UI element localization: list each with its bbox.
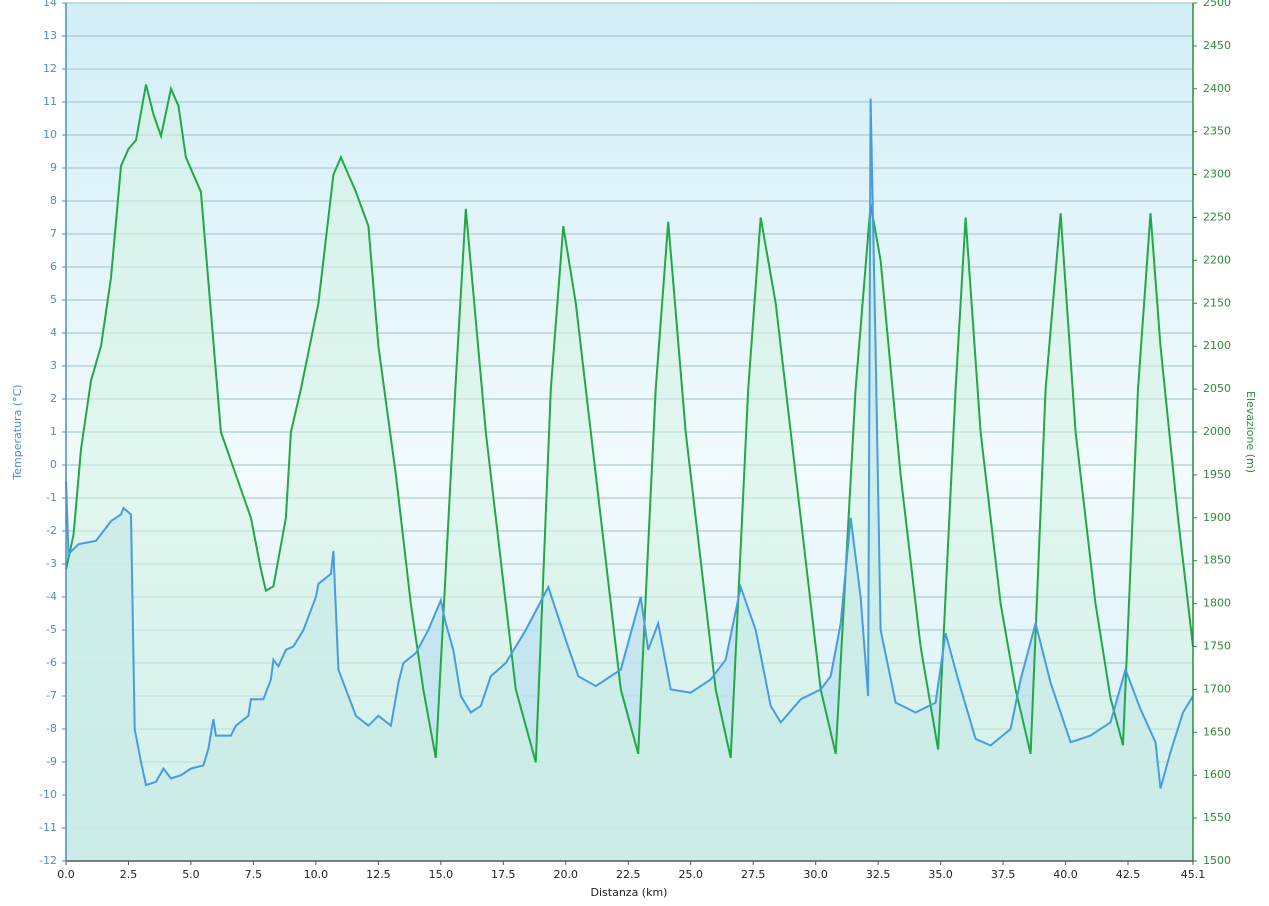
- x-tick-label: 37.5: [991, 868, 1016, 881]
- y2-tick-label: 2300: [1203, 168, 1231, 181]
- y-tick-label: 4: [50, 326, 57, 339]
- y-tick-label: -11: [39, 821, 57, 834]
- y2-tick-label: 1800: [1203, 597, 1231, 610]
- y-axis-label: Temperatura (°C): [11, 384, 24, 480]
- y-tick-label: 1: [50, 425, 57, 438]
- y2-tick-label: 2450: [1203, 39, 1231, 52]
- y2-tick-label: 2000: [1203, 425, 1231, 438]
- y-tick-label: 8: [50, 194, 57, 207]
- y2-tick-label: 1950: [1203, 468, 1231, 481]
- x-tick-label: 25.0: [678, 868, 703, 881]
- y2-tick-label: 2050: [1203, 382, 1231, 395]
- y-tick-label: 11: [43, 95, 57, 108]
- x-tick-label: 7.5: [245, 868, 263, 881]
- x-tick-label: 2.5: [120, 868, 138, 881]
- y-tick-label: 3: [50, 359, 57, 372]
- y-tick-label: -7: [46, 689, 57, 702]
- y2-tick-label: 2200: [1203, 253, 1231, 266]
- x-tick-label: 35.0: [928, 868, 953, 881]
- x-tick-label: 5.0: [182, 868, 200, 881]
- y-tick-label: -6: [46, 656, 57, 669]
- x-tick-label: 12.5: [366, 868, 391, 881]
- y2-tick-label: 2100: [1203, 339, 1231, 352]
- y2-tick-label: 1700: [1203, 682, 1231, 695]
- y2-tick-label: 2150: [1203, 296, 1231, 309]
- x-tick-label: 40.0: [1053, 868, 1078, 881]
- area-fill: [66, 84, 1193, 861]
- y2-tick-label: 2500: [1203, 0, 1231, 9]
- x-tick-label: 30.0: [803, 868, 828, 881]
- y-tick-label: 5: [50, 293, 57, 306]
- x-tick-label: 0.0: [57, 868, 75, 881]
- y-tick-label: 13: [43, 29, 57, 42]
- line: [65, 84, 1194, 763]
- x-tick-label: 27.5: [741, 868, 766, 881]
- y2-tick-label: 2400: [1203, 82, 1231, 95]
- y-tick-label: -9: [46, 755, 57, 768]
- y2-tick-label: 1850: [1203, 554, 1231, 567]
- y2-tick-label: 1600: [1203, 768, 1231, 781]
- y-tick-label: 2: [50, 392, 57, 405]
- y-tick-label: 7: [50, 227, 57, 240]
- y-tick-label: 0: [50, 458, 57, 471]
- y-tick-label: -12: [39, 854, 57, 867]
- x-tick-label: 17.5: [491, 868, 516, 881]
- y2-tick-label: 1650: [1203, 725, 1231, 738]
- y-tick-label: 14: [43, 0, 57, 9]
- y-tick-label: 6: [50, 260, 57, 273]
- y2-tick-label: 1750: [1203, 640, 1231, 653]
- y-tick-label: 12: [43, 62, 57, 75]
- x-tick-label: 45.1: [1181, 868, 1206, 881]
- y2-tick-label: 2350: [1203, 125, 1231, 138]
- x-tick-label: 15.0: [429, 868, 454, 881]
- x-tick-label: 42.5: [1116, 868, 1141, 881]
- x-axis-label: Distanza (km): [591, 886, 668, 899]
- y-tick-label: 9: [50, 161, 57, 174]
- y-tick-label: 10: [43, 128, 57, 141]
- y-tick-label: -2: [46, 524, 57, 537]
- y-tick-label: -1: [46, 491, 57, 504]
- x-tick-label: 10.0: [304, 868, 329, 881]
- y-tick-label: -10: [39, 788, 57, 801]
- y2-tick-label: 1550: [1203, 811, 1231, 824]
- y2-tick-label: 1900: [1203, 511, 1231, 524]
- y-tick-label: -8: [46, 722, 57, 735]
- line: [65, 98, 1194, 789]
- y-tick-label: -3: [46, 557, 57, 570]
- x-tick-label: 32.5: [866, 868, 891, 881]
- y2-tick-label: 2250: [1203, 211, 1231, 224]
- x-tick-label: 22.5: [616, 868, 641, 881]
- y-tick-label: -4: [46, 590, 57, 603]
- x-tick-label: 20.0: [554, 868, 579, 881]
- y-tick-label: -5: [46, 623, 57, 636]
- y2-axis-label: Elevazione (m): [1244, 391, 1257, 473]
- y2-tick-label: 1500: [1203, 854, 1231, 867]
